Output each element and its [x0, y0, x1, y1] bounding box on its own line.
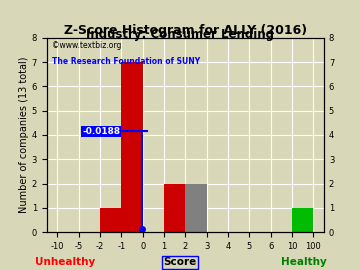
- Bar: [292, 208, 313, 232]
- Bar: [164, 184, 185, 232]
- Text: Unhealthy: Unhealthy: [35, 257, 95, 267]
- Bar: [121, 62, 143, 232]
- Text: Score: Score: [163, 257, 197, 267]
- Text: The Research Foundation of SUNY: The Research Foundation of SUNY: [52, 57, 201, 66]
- Y-axis label: Number of companies (13 total): Number of companies (13 total): [19, 57, 29, 213]
- Text: Healthy: Healthy: [281, 257, 327, 267]
- Text: -0.0188: -0.0188: [82, 127, 120, 136]
- Text: ©www.textbiz.org: ©www.textbiz.org: [52, 41, 122, 50]
- Bar: [100, 208, 121, 232]
- Text: Industry: Consumer Lending: Industry: Consumer Lending: [86, 28, 274, 41]
- Title: Z-Score Histogram for ALLY (2016): Z-Score Histogram for ALLY (2016): [64, 24, 307, 37]
- Bar: [185, 184, 207, 232]
